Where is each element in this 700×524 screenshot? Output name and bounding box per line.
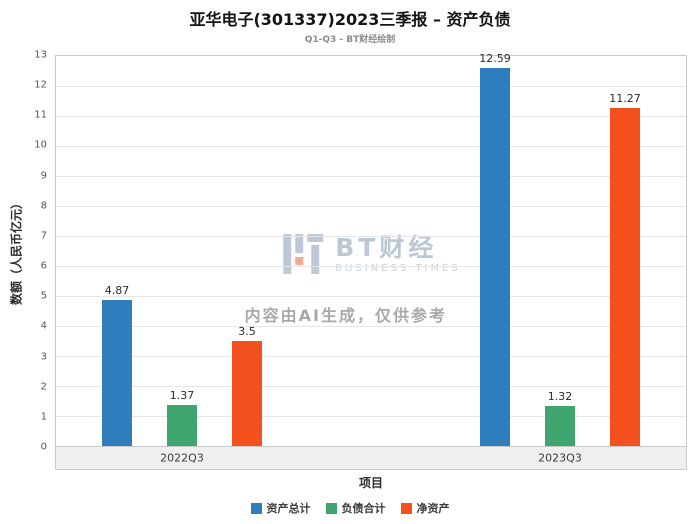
legend-item-净资产: 净资产 [400, 500, 450, 516]
gridline [56, 116, 686, 117]
legend-label: 净资产 [416, 502, 450, 515]
gridline [56, 386, 686, 387]
bar-2023Q3-资产总计 [480, 68, 510, 446]
y-tick-label: 5 [40, 290, 47, 302]
x-category-label: 2022Q3 [160, 451, 204, 465]
gridline [56, 416, 686, 417]
y-tick-label: 13 [34, 49, 47, 61]
bt-watermark: BT财经 BUSINESS TIMES [281, 232, 461, 276]
gridline [56, 296, 686, 297]
watermark-text-block: BT财经 BUSINESS TIMES [335, 232, 461, 274]
plot-area: BT财经 BUSINESS TIMES 内容由AI生成，仅供参考 4.87 1.3… [55, 52, 687, 447]
y-axis-ticks: 0 1 2 3 4 5 6 7 8 9 10 11 12 13 [0, 50, 47, 453]
gridline [56, 176, 686, 177]
y-tick-label: 0 [40, 441, 47, 453]
bar-2023Q3-负债合计 [545, 406, 575, 446]
y-tick-label: 6 [40, 260, 47, 272]
y-tick-label: 3 [40, 351, 47, 363]
y-tick-label: 2 [40, 381, 47, 393]
gridline [56, 86, 686, 87]
y-tick-label: 1 [40, 411, 47, 423]
bar-value-label: 3.5 [238, 325, 256, 338]
y-tick-label: 9 [40, 170, 47, 182]
x-category-band: 2022Q3 2023Q3 [55, 447, 687, 470]
gridline [56, 356, 686, 357]
bar-2023Q3-净资产 [610, 107, 640, 446]
bar-value-label: 12.59 [479, 52, 511, 66]
y-tick-label: 7 [40, 230, 47, 242]
bar-value-label: 11.27 [609, 91, 641, 105]
legend-swatch [250, 502, 262, 514]
legend-swatch [325, 502, 337, 514]
y-tick-label: 4 [40, 320, 47, 332]
bar-value-label: 1.32 [547, 390, 573, 404]
bar-2022Q3-资产总计 [102, 299, 132, 446]
y-tick-label: 12 [34, 79, 47, 91]
y-tick-label: 11 [34, 109, 47, 121]
legend-swatch [400, 502, 412, 514]
gridline [56, 146, 686, 147]
bar-2022Q3-净资产 [232, 341, 262, 446]
chart-title: 亚华电子(301337)2023三季报 – 资产负债 [189, 10, 511, 29]
legend-label: 负债合计 [341, 502, 386, 515]
gridline [56, 206, 686, 207]
gridline [56, 266, 686, 267]
watermark-logo-text: BT财经 [335, 232, 438, 262]
bar-2022Q3-负债合计 [167, 404, 197, 446]
x-axis-label: 项目 [358, 476, 383, 490]
watermark-logo-subtext: BUSINESS TIMES [335, 262, 461, 274]
legend-item-负债合计: 负债合计 [325, 500, 386, 516]
bt-logo-icon [283, 234, 324, 274]
gridline [56, 236, 686, 237]
chart-subtitle: Q1-Q3 - BT财经绘制 [304, 35, 396, 45]
gridline [56, 326, 686, 327]
bar-value-label: 1.37 [169, 388, 195, 402]
y-tick-label: 10 [34, 139, 47, 151]
ai-disclaimer-text: 内容由AI生成，仅供参考 [244, 306, 447, 325]
x-category-label: 2023Q3 [538, 451, 582, 465]
legend: 资产总计 负债合计 净资产 [0, 500, 700, 516]
legend-item-资产总计: 资产总计 [250, 500, 311, 516]
bar-value-label: 4.87 [104, 283, 130, 297]
y-tick-label: 8 [40, 200, 47, 212]
legend-label: 资产总计 [266, 502, 311, 515]
